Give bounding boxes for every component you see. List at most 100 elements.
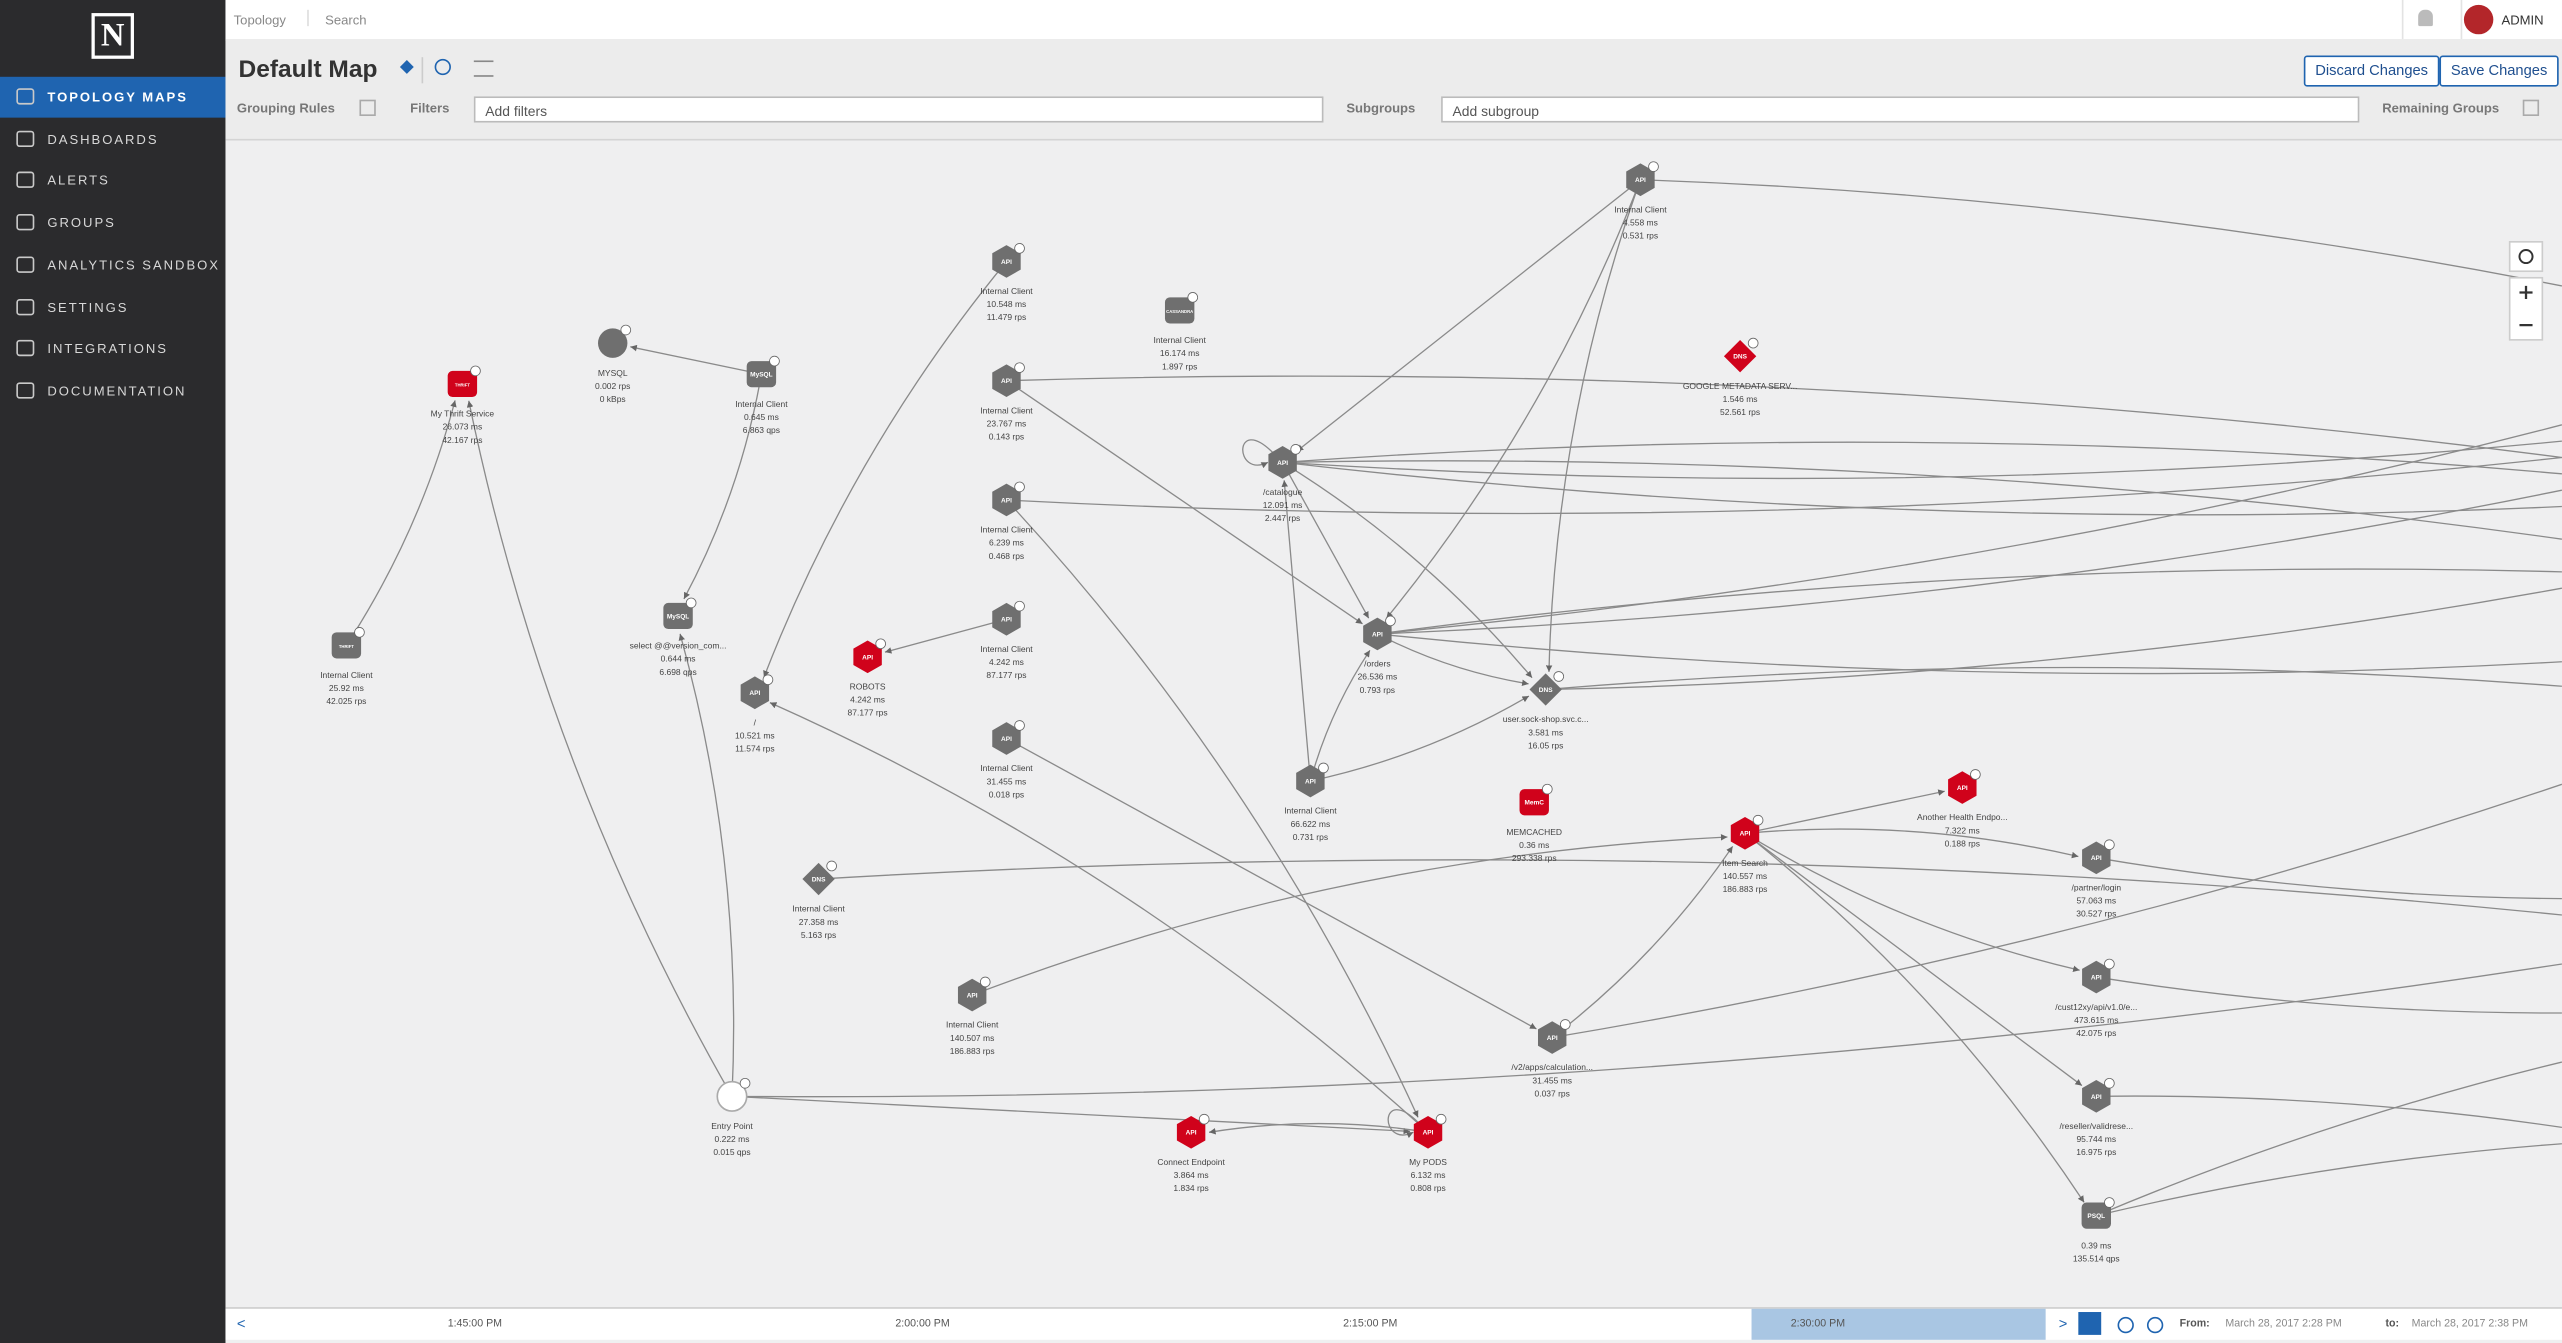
nav-item[interactable]: DASHBOARDS xyxy=(0,119,225,160)
node[interactable]: DNS GOOGLE METADATA SERV... 1.546 ms 52.561… xyxy=(1683,337,1798,417)
subgroup-input[interactable]: Add subgroup xyxy=(1441,96,2360,123)
next-button[interactable]: > xyxy=(2058,1315,2068,1332)
remaining-icon[interactable] xyxy=(2522,99,2540,117)
node-label: 31.455 ms xyxy=(987,776,1027,786)
node[interactable]: PSQL 0.39 ms 135.514 qps xyxy=(2073,1197,2120,1264)
node-icon xyxy=(598,328,628,358)
node[interactable]: DNS user.sock-shop.svc.c... 3.581 ms 16.05 … xyxy=(1503,671,1589,751)
node[interactable]: API / 10.521 ms 11.574 rps xyxy=(735,674,775,754)
edge xyxy=(2096,976,2562,1014)
node[interactable]: API Internal Client 140.507 ms 186.883 rps xyxy=(946,976,999,1056)
node[interactable]: DNS Internal Client 27.358 ms 5.163 rps xyxy=(792,860,845,940)
discard-button[interactable]: Discard Changes xyxy=(2303,55,2440,87)
edge xyxy=(731,1095,1411,1135)
node-icon xyxy=(2082,1080,2111,1113)
nav-item[interactable]: ALERTS xyxy=(0,161,225,202)
nav-item[interactable]: TOPOLOGY MAPS xyxy=(0,76,226,118)
edge xyxy=(1208,1122,1429,1135)
node[interactable]: API/orders 26.536 ms 0.793 rps xyxy=(1358,615,1398,695)
remaining-label[interactable]: Remaining Groups xyxy=(2382,101,2500,117)
node[interactable]: API Item Search 140.557 ms 186.883 rps xyxy=(1722,814,1768,894)
node[interactable]: Entry Point 0.222 ms 0.015 qps xyxy=(711,1077,753,1157)
node[interactable]: API/cust12xy/api/v1.0/e... 473.615 ms 42.0… xyxy=(2055,958,2137,1038)
node[interactable]: API Internal Client 23.767 ms 0.143 rps xyxy=(980,362,1033,442)
node-icon-text: API xyxy=(1547,1035,1558,1042)
node[interactable]: API/reseller/validrese... 95.744 ms 16.975… xyxy=(2060,1077,2134,1157)
node-label: 0.222 ms xyxy=(715,1134,750,1144)
logo[interactable]: N xyxy=(91,13,134,59)
share-icon[interactable] xyxy=(434,58,451,76)
zoom-icons xyxy=(2519,285,2533,327)
node[interactable]: API Connect Endpoint 3.864 ms 1.834 rps xyxy=(1157,1113,1225,1193)
to-value[interactable]: March 28, 2017 2:38 PM xyxy=(2411,1318,2528,1330)
node-icon xyxy=(992,364,1021,398)
edge xyxy=(1282,440,2562,480)
to-label: to: xyxy=(2385,1318,2400,1330)
node[interactable]: THRIFT Internal Client 25.92 ms 42.025 rps xyxy=(320,627,373,706)
nav-item[interactable]: GROUPS xyxy=(0,203,225,244)
node[interactable]: API Internal Client 4.242 ms 87.177 rps xyxy=(980,600,1033,680)
node[interactable]: API Internal Client 6.239 ms 0.468 rps xyxy=(980,481,1033,561)
grouping-label[interactable]: Grouping Rules xyxy=(236,101,335,117)
node-label: 4.242 ms xyxy=(989,657,1024,667)
search[interactable]: Search xyxy=(325,13,367,28)
node[interactable]: MemC MEMCACHED 0.36 ms 293.338 rps xyxy=(1506,783,1562,863)
node-icon-text: API xyxy=(2091,855,2102,862)
node[interactable]: API Internal Client 10.548 ms 11.479 rps xyxy=(980,243,1033,322)
edge xyxy=(1744,828,2079,859)
node-label: 2.447 rps xyxy=(1265,513,1300,523)
nav-item[interactable]: SETTINGS xyxy=(0,287,225,328)
user-name[interactable]: ADMIN xyxy=(2501,13,2544,28)
node[interactable]: API Internal Client 4.558 ms 0.531 rps xyxy=(1614,161,1667,241)
node-label: 16.174 ms xyxy=(1160,348,1200,358)
node[interactable]: API ROBOTS 4.242 ms 87.177 rps xyxy=(848,638,888,718)
node[interactable]: API Internal Client 31.455 ms 0.018 rps xyxy=(980,720,1033,800)
edge xyxy=(1282,460,2562,540)
nav-item[interactable]: INTEGRATIONS xyxy=(0,329,225,370)
filters-input[interactable]: Add filters xyxy=(473,96,1324,123)
node[interactable]: API/partner/login 57.063 ms 30.527 rps xyxy=(2072,839,2122,919)
refresh-button[interactable] xyxy=(2508,241,2544,273)
edge xyxy=(763,261,1007,678)
node-badge xyxy=(1290,444,1301,455)
node[interactable]: API/v2/apps/calculation... 31.455 ms 0.037… xyxy=(1511,1019,1593,1099)
node[interactable]: MYSQL 0.002 rps 0 kBps xyxy=(595,324,632,404)
grouping-icon[interactable] xyxy=(359,99,376,117)
edge xyxy=(1282,441,2562,475)
notifications[interactable] xyxy=(2418,9,2433,27)
node-label: Entry Point xyxy=(711,1121,753,1131)
node[interactable]: API My PODS 6.132 ms 0.808 rps xyxy=(1409,1113,1447,1193)
nav-item[interactable]: ANALYTICS SANDBOX xyxy=(0,245,225,286)
node[interactable]: MySQL select @@version_com... 0.644 ms 6.69… xyxy=(630,597,727,677)
zoom-out-time[interactable] xyxy=(2117,1316,2134,1334)
node[interactable]: MySQL Internal Client 0.645 ms 6.863 qps xyxy=(735,355,788,435)
node[interactable]: CASSANDRA Internal Client 16.174 ms 1.897 r… xyxy=(1153,292,1206,371)
save-button[interactable]: Save Changes xyxy=(2439,55,2559,87)
zoom-in-time[interactable] xyxy=(2146,1316,2164,1334)
nav-item[interactable]: DOCUMENTATION xyxy=(0,371,225,412)
node[interactable]: API Internal Client 66.622 ms 0.731 rps xyxy=(1284,762,1337,842)
breadcrumb[interactable]: Topology xyxy=(233,13,286,28)
node-icon xyxy=(957,978,987,1012)
node-label: 25.92 ms xyxy=(329,683,364,693)
node-icon xyxy=(992,245,1021,278)
prev-button[interactable]: < xyxy=(236,1315,246,1332)
edge xyxy=(731,963,2562,1098)
node-icon-text: API xyxy=(1372,631,1383,638)
edit-icon[interactable] xyxy=(399,60,414,74)
node[interactable]: API/catalogue 12.091 ms 2.447 rps xyxy=(1263,444,1303,523)
edge xyxy=(683,374,763,600)
node[interactable]: THRIFT My Thrift Service 26.073 ms 42.167 r… xyxy=(431,365,495,445)
node[interactable]: API Another Health Endpo... 7.322 ms 0.188 … xyxy=(1917,769,2008,849)
avatar[interactable] xyxy=(2463,4,2494,35)
node-icon xyxy=(853,640,882,674)
menu-icon[interactable] xyxy=(473,60,494,77)
edge xyxy=(1377,489,2562,635)
time-selection[interactable] xyxy=(1751,1308,2046,1340)
from-value[interactable]: March 28, 2017 2:28 PM xyxy=(2225,1318,2342,1330)
play-button[interactable] xyxy=(2078,1312,2102,1335)
node-badge xyxy=(1435,1113,1447,1125)
nav-icon xyxy=(16,298,35,315)
node-badge xyxy=(2104,839,2115,851)
